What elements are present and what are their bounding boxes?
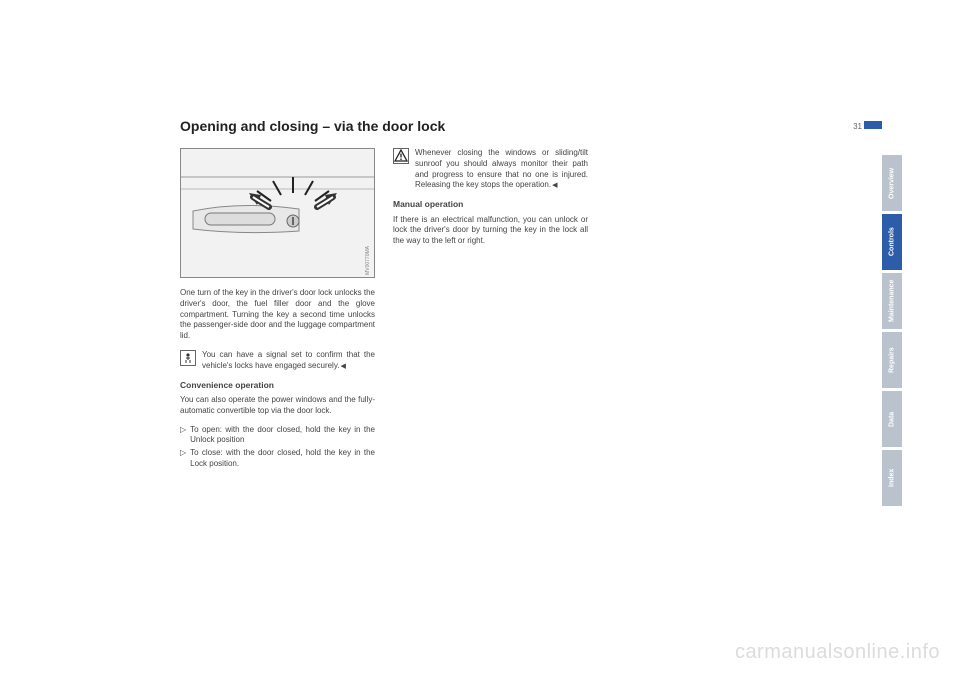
- warning-icon: [393, 148, 409, 164]
- paragraph: You can also operate the power win­dows …: [180, 395, 375, 417]
- list-marker: ▷: [180, 448, 186, 470]
- list-item: ▷ To close: with the door closed, hold t…: [180, 448, 375, 470]
- tip-icon: [180, 350, 196, 366]
- tip-block: You can have a signal set to con­firm th…: [180, 350, 375, 372]
- column-3: [606, 148, 801, 472]
- list-item: ▷ To open: with the door closed, hold th…: [180, 425, 375, 447]
- illustration-credit: MV00770MA: [365, 246, 372, 275]
- column-2: Whenever closing the windows or sliding/…: [393, 148, 588, 472]
- page-number: 31: [853, 122, 862, 131]
- warning-text: Whenever closing the windows or sliding/…: [415, 148, 588, 191]
- door-lock-illustration: MV00770MA: [180, 148, 375, 278]
- tab-controls[interactable]: Controls: [882, 214, 902, 270]
- page-title: Opening and closing – via the door lock: [180, 118, 445, 134]
- tab-maintenance[interactable]: Maintenance: [882, 273, 902, 329]
- tab-repairs[interactable]: Repairs: [882, 332, 902, 388]
- list-text: To close: with the door closed, hold the…: [190, 448, 375, 470]
- title-row: Opening and closing – via the door lock: [180, 118, 820, 134]
- tab-index[interactable]: Index: [882, 450, 902, 506]
- paragraph: If there is an electrical malfunction, y…: [393, 215, 588, 247]
- side-tabs: Overview Controls Maintenance Repairs Da…: [882, 155, 902, 509]
- list-text: To open: with the door closed, hold the …: [190, 425, 375, 447]
- tab-data[interactable]: Data: [882, 391, 902, 447]
- list-marker: ▷: [180, 425, 186, 447]
- subheading: Convenience operation: [180, 380, 375, 391]
- tip-text: You can have a signal set to con­firm th…: [202, 350, 375, 372]
- paragraph: One turn of the key in the driver's door…: [180, 288, 375, 342]
- page-number-bar: [864, 121, 882, 129]
- page-content: Opening and closing – via the door lock …: [180, 118, 820, 472]
- column-1: MV00770MA One turn of the key in the dri…: [180, 148, 375, 472]
- tab-overview[interactable]: Overview: [882, 155, 902, 211]
- columns: MV00770MA One turn of the key in the dri…: [180, 148, 820, 472]
- subheading: Manual operation: [393, 199, 588, 210]
- watermark: carmanualsonline.info: [735, 641, 940, 664]
- warning-block: Whenever closing the windows or sliding/…: [393, 148, 588, 191]
